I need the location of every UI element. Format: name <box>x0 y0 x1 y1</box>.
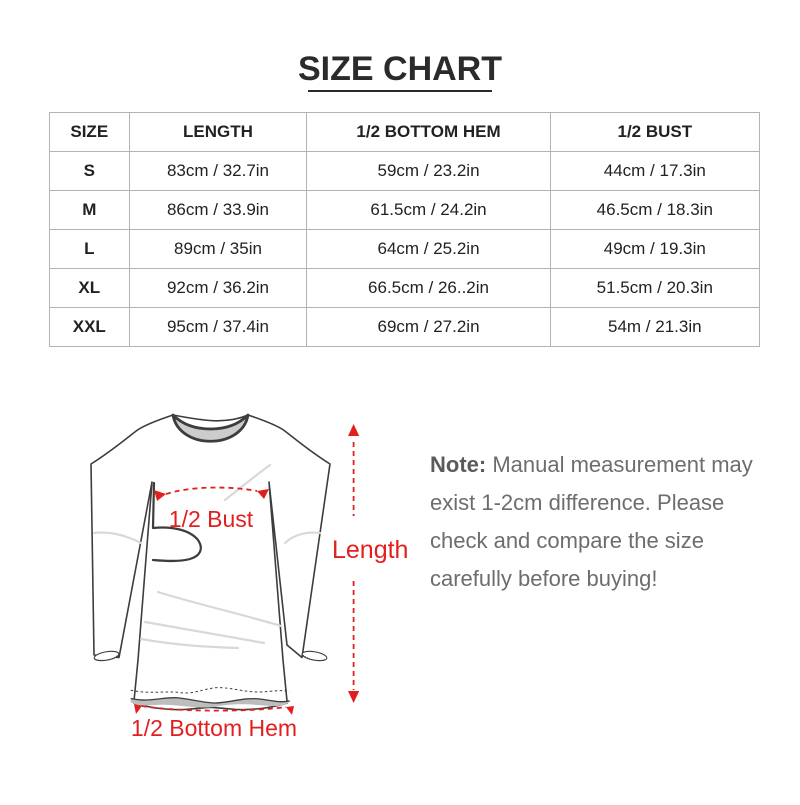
svg-text:1/2 Bottom Hem: 1/2 Bottom Hem <box>131 715 297 741</box>
svg-text:Length: Length <box>332 536 408 564</box>
svg-text:1/2 Bust: 1/2 Bust <box>169 506 254 532</box>
